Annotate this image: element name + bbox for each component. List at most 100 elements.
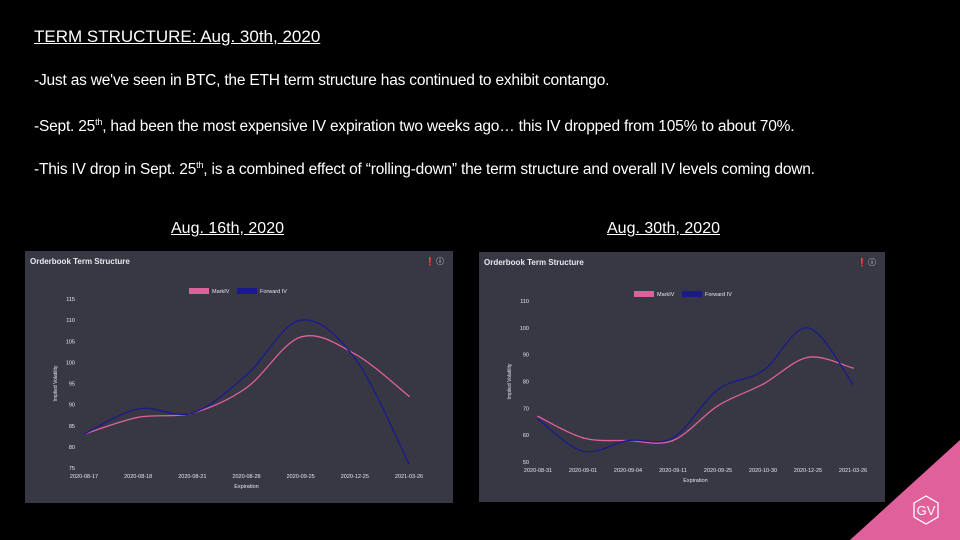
data-point	[672, 437, 674, 439]
term-structure-chart-aug30: 50 60 70 80 90 100 110 2020-08-31 2020-09-01 2020…	[507, 291, 867, 484]
data-point	[537, 415, 539, 418]
data-point	[762, 383, 764, 385]
chart-title: Orderbook Term Structure	[30, 257, 130, 266]
legend-swatch-forward-iv	[682, 291, 702, 297]
right-chart-heading: Aug. 30th, 2020	[607, 220, 720, 237]
slide-title: TERM STRUCTURE: Aug. 30th, 2020	[34, 27, 321, 46]
x-tick-label: 2020-12-25	[341, 474, 369, 480]
data-point	[83, 433, 85, 435]
y-tick-label: 85	[69, 424, 75, 430]
y-tick-label: 90	[523, 353, 529, 359]
data-point	[245, 386, 248, 389]
logo-text: GV	[917, 503, 936, 518]
panel-icons: ❗ⓘ	[857, 257, 877, 268]
y-tick-label: 110	[520, 299, 529, 305]
y-tick-label: 60	[523, 433, 529, 439]
data-point	[137, 416, 139, 419]
y-tick-label: 100	[66, 360, 75, 366]
x-tick-label: 2020-09-11	[659, 468, 687, 474]
y-tick-label: 75	[69, 466, 75, 472]
ordinal-suffix: th	[95, 116, 103, 127]
x-tick-label: 2021-03-26	[395, 474, 423, 480]
y-tick-label: 110	[66, 318, 75, 324]
data-point	[717, 404, 719, 407]
data-point	[582, 437, 584, 439]
data-point	[762, 369, 764, 372]
corner-triangle	[850, 440, 960, 540]
legend-label: Forward IV	[260, 289, 287, 295]
bullet-contango: -Just as we've seen in BTC, the ETH term…	[34, 72, 610, 89]
x-tick-label: 2020-08-31	[524, 468, 552, 474]
data-point	[852, 383, 854, 385]
bullet-sept25-iv: -Sept. 25th, had been the most expensive…	[34, 116, 795, 136]
data-point	[807, 356, 809, 359]
data-point	[672, 439, 674, 442]
x-tick-label: 2020-12-25	[794, 468, 822, 474]
bullet-iv-drop: -This IV drop in Sept. 25th, is a combin…	[34, 159, 815, 179]
data-point	[627, 439, 629, 442]
y-tick-label: 90	[69, 403, 75, 409]
series-line-forward-iv	[83, 319, 410, 465]
left-chart-heading: Aug. 16th, 2020	[171, 220, 284, 237]
info-icon[interactable]: ❗	[425, 257, 436, 266]
y-axis-label: Implied Volatility	[53, 365, 59, 401]
help-icon[interactable]: ⓘ	[868, 258, 877, 267]
x-axis-label: Expiration	[234, 484, 258, 490]
help-icon[interactable]: ⓘ	[436, 257, 445, 266]
hexagon-icon	[913, 495, 939, 525]
y-tick-label: 105	[66, 339, 75, 345]
y-tick-label: 70	[523, 406, 529, 412]
info-icon[interactable]: ❗	[857, 258, 868, 267]
legend-label: MarkIV	[657, 292, 675, 298]
legend-swatch-forward-iv	[237, 288, 257, 294]
data-point	[299, 336, 302, 338]
data-point	[852, 367, 854, 369]
y-tick-label: 115	[66, 297, 75, 303]
x-tick-label: 2020-10-30	[749, 468, 777, 474]
chart-panel-aug30: Orderbook Term Structure ❗ⓘ 50 60 70 80 90 10…	[479, 252, 885, 502]
x-tick-label: 2020-08-18	[124, 474, 152, 480]
bullet-text: , had been the most expensive IV expirat…	[102, 118, 795, 135]
bullet-text: -Sept. 25	[34, 118, 96, 135]
data-point	[408, 395, 410, 397]
x-tick-label: 2020-09-04	[614, 468, 642, 474]
chart-title: Orderbook Term Structure	[484, 258, 584, 267]
x-tick-label: 2020-09-25	[287, 474, 315, 480]
gv-logo: GV	[850, 440, 960, 540]
x-tick-label: 2020-08-21	[178, 474, 206, 480]
x-tick-label: 2021-03-26	[839, 468, 867, 474]
y-tick-label: 95	[69, 382, 75, 388]
series-line-markiv	[537, 356, 854, 444]
panel-icons: ❗ⓘ	[425, 256, 445, 267]
y-tick-label: 80	[523, 380, 529, 386]
y-axis-label: Implied Volatility	[507, 363, 513, 399]
data-point	[717, 388, 719, 391]
term-structure-chart-aug16: 75 80 85 90 95 100 105 110 115 2020-08-17 2020-08-…	[53, 288, 423, 490]
x-tick-label: 2020-08-17	[70, 474, 98, 480]
data-point	[354, 353, 356, 355]
series-line-markiv	[83, 335, 410, 435]
data-point	[807, 327, 809, 329]
x-axis-label: Expiration	[683, 478, 707, 484]
data-point	[245, 374, 248, 376]
y-tick-label: 80	[69, 445, 75, 451]
data-point	[537, 418, 539, 420]
data-point	[354, 357, 356, 359]
legend-label: MarkIV	[212, 289, 230, 295]
data-point	[408, 462, 410, 465]
ordinal-suffix: th	[196, 159, 204, 170]
x-tick-label: 2020-09-25	[704, 468, 732, 474]
legend-label: Forward IV	[705, 292, 732, 298]
data-point	[582, 450, 584, 453]
series-line-forward-iv	[537, 327, 854, 453]
legend-swatch-markiv	[189, 288, 209, 294]
chart-panel-aug16: Orderbook Term Structure ❗ⓘ 75 80 85 90 95 10…	[25, 251, 453, 503]
x-tick-label: 2020-09-01	[569, 468, 597, 474]
data-point	[299, 319, 302, 321]
y-tick-label: 50	[523, 460, 529, 466]
bullet-text: , is a combined effect of “rolling-down”…	[203, 161, 815, 178]
x-tick-label: 2020-08-28	[232, 474, 260, 480]
bullet-text: -This IV drop in Sept. 25	[34, 161, 197, 178]
legend-swatch-markiv	[634, 291, 654, 297]
data-point	[191, 412, 194, 414]
